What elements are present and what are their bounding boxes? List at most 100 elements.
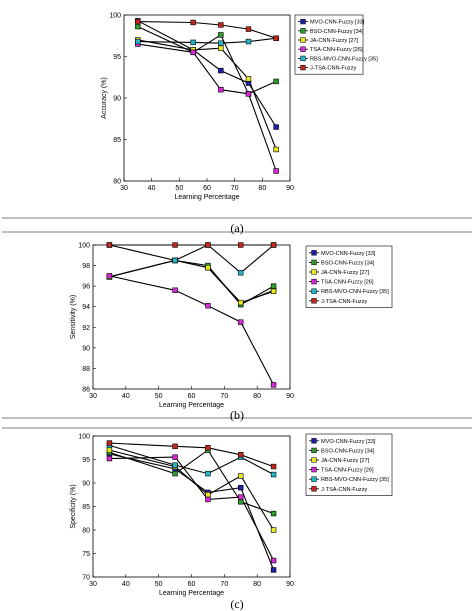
sensitivity-chart-x-tick-label: 80 <box>253 393 261 400</box>
specificity-chart-point-rbs-mvo-cnn-fuzzy-35 <box>205 470 211 477</box>
accuracy-chart-series-line-rbs-mvo-cnn-fuzzy-35 <box>137 37 277 44</box>
specificity-chart-legend-label-j-tsa-cnn-fuzzy: J-TSA-CNN-Fuzzy <box>321 487 368 493</box>
specificity-chart-y-tick-label: 90 <box>82 481 90 488</box>
sensitivity-chart-y-axis-label: Sensitivity (%) <box>70 295 77 339</box>
sensitivity-chart-point-tsa-cnn-fuzzy-26 <box>172 287 178 293</box>
accuracy-chart-x-axis-label: Learning Percentage <box>175 194 240 201</box>
sensitivity-chart-x-tick-label: 40 <box>122 393 130 400</box>
sensitivity-chart-legend <box>305 245 393 308</box>
accuracy-chart-legend-label-j-tsa-cnn-fuzzy: J-TSA-CNN-Fuzzy <box>310 66 357 72</box>
specificity-chart-point-ja-cnn-fuzzy-27 <box>106 447 113 453</box>
sensitivity-chart-legend-swatch-mvo-cnn-fuzzy-33 <box>311 250 317 256</box>
accuracy-chart-legend-label-rbs-mvo-cnn-fuzzy-35: RBS-MVO-CNN-Fuzzy [35] <box>310 56 378 62</box>
sensitivity-chart-x-tick-label: 70 <box>220 393 228 400</box>
specificity-chart-x-tick-label: 30 <box>89 581 97 588</box>
specificity-chart-legend <box>305 433 393 496</box>
specificity-chart-x-tick-label: 50 <box>155 581 163 588</box>
specificity-chart-x-tick-label: 70 <box>220 581 228 588</box>
sensitivity-chart-legend-label-bso-cnn-fuzzy-34: BSO-CNN-Fuzzy [34] <box>321 260 375 266</box>
sensitivity-chart-point-j-tsa-cnn-fuzzy <box>270 242 277 248</box>
specificity-chart-point-ja-cnn-fuzzy-27 <box>205 492 211 498</box>
specificity-chart-point-rbs-mvo-cnn-fuzzy-35 <box>270 471 277 478</box>
accuracy-chart-point-bso-cnn-fuzzy-34 <box>273 78 279 85</box>
specificity-chart-legend-label-bso-cnn-fuzzy-34: BSO-CNN-Fuzzy [34] <box>321 448 375 454</box>
accuracy-chart-y-tick-label: 85 <box>113 137 121 144</box>
accuracy-chart-series-line-tsa-cnn-fuzzy-26 <box>137 43 277 172</box>
specificity-chart-legend-swatch-rbs-mvo-cnn-fuzzy-35 <box>311 476 317 482</box>
sensitivity-chart-x-tick-label: 30 <box>89 393 97 400</box>
specificity-chart-legend-swatch-j-tsa-cnn-fuzzy <box>311 486 317 492</box>
specificity-chart-x-axis-label: Learning Percentage <box>159 590 224 597</box>
accuracy-chart-x-tick-label: 40 <box>148 185 156 192</box>
accuracy-chart-legend <box>294 14 364 75</box>
accuracy-chart-point-ja-cnn-fuzzy-27 <box>218 45 224 51</box>
sensitivity-chart-plot-frame <box>92 244 291 390</box>
specificity-chart-y-tick-label: 85 <box>82 504 90 511</box>
accuracy-chart-x-tick-label: 50 <box>175 185 183 192</box>
accuracy-chart-point-j-tsa-cnn-fuzzy <box>135 18 141 25</box>
accuracy-chart-point-rbs-mvo-cnn-fuzzy-35 <box>245 38 252 45</box>
accuracy-chart-x-tick-label: 30 <box>120 185 128 192</box>
accuracy-chart-legend-swatch-ja-cnn-fuzzy-27 <box>300 37 306 43</box>
specificity-chart-point-j-tsa-cnn-fuzzy <box>270 463 277 470</box>
accuracy-chart-point-j-tsa-cnn-fuzzy <box>273 35 279 41</box>
sensitivity-chart-series-line-rbs-mvo-cnn-fuzzy-35 <box>109 244 274 274</box>
sensitivity-chart-point-rbs-mvo-cnn-fuzzy-35 <box>238 270 244 276</box>
sensitivity-chart-point-ja-cnn-fuzzy-27 <box>238 299 244 306</box>
accuracy-chart-y-axis-label: Accuracy (%) <box>101 77 108 119</box>
specificity-chart-point-tsa-cnn-fuzzy-26 <box>172 454 178 460</box>
sensitivity-chart-point-tsa-cnn-fuzzy-26 <box>205 302 211 309</box>
specificity-chart-point-rbs-mvo-cnn-fuzzy-35 <box>172 462 178 468</box>
specificity-chart-point-mvo-cnn-fuzzy-33 <box>238 484 244 491</box>
specificity-chart-y-tick-label: 70 <box>82 575 90 582</box>
specificity-chart-point-bso-cnn-fuzzy-34 <box>270 510 277 517</box>
specificity-chart-y-tick-label: 100 <box>78 434 90 441</box>
sensitivity-chart-point-j-tsa-cnn-fuzzy <box>205 242 211 248</box>
sensitivity-chart-point-j-tsa-cnn-fuzzy <box>172 242 178 248</box>
accuracy-chart-point-j-tsa-cnn-fuzzy <box>190 19 196 26</box>
specificity-chart-y-tick-label: 95 <box>82 457 90 464</box>
accuracy-chart: 30 40 50 60 70 80 90 80 85 90 95 100 Learning Percen… <box>101 13 378 202</box>
accuracy-chart-point-tsa-cnn-fuzzy-26 <box>245 91 252 97</box>
sensitivity-chart: 30 40 50 60 70 80 90 86 88 90 92 94 96 98 100 Learning … <box>70 242 393 409</box>
specificity-chart-legend-label-ja-cnn-fuzzy-27: JA-CNN-Fuzzy [27] <box>321 458 370 464</box>
accuracy-chart-point-bso-cnn-fuzzy-34 <box>135 23 141 30</box>
sensitivity-chart-point-rbs-mvo-cnn-fuzzy-35 <box>172 257 178 264</box>
sensitivity-chart-y-tick-label: 100 <box>78 243 90 250</box>
specificity-chart-point-ja-cnn-fuzzy-27 <box>238 473 244 479</box>
sensitivity-chart-x-tick-label: 50 <box>155 393 163 400</box>
sensitivity-chart-point-bso-cnn-fuzzy-34 <box>270 283 277 289</box>
accuracy-chart-legend-label-bso-cnn-fuzzy-34: BSO-CNN-Fuzzy [34] <box>310 29 364 35</box>
sensitivity-chart-legend-swatch-rbs-mvo-cnn-fuzzy-35 <box>311 288 317 294</box>
sensitivity-chart-x-tick-label: 60 <box>188 393 196 400</box>
sensitivity-chart-legend-label-j-tsa-cnn-fuzzy: J-TSA-CNN-Fuzzy <box>321 299 368 305</box>
accuracy-chart-point-rbs-mvo-cnn-fuzzy-35 <box>218 40 224 46</box>
accuracy-chart-legend-swatch-mvo-cnn-fuzzy-33 <box>300 18 306 25</box>
caption-a: (a) <box>230 221 243 235</box>
sensitivity-chart-point-tsa-cnn-fuzzy-26 <box>270 382 277 388</box>
sensitivity-chart-x-tick-label: 90 <box>286 393 294 400</box>
specificity-chart-point-j-tsa-cnn-fuzzy <box>238 452 244 458</box>
accuracy-chart-point-j-tsa-cnn-fuzzy <box>245 26 252 32</box>
specificity-chart-point-tsa-cnn-fuzzy-26 <box>270 557 277 564</box>
sensitivity-chart-y-tick-label: 86 <box>82 387 90 394</box>
caption-b: (b) <box>230 408 244 422</box>
sensitivity-chart-y-tick-label: 94 <box>82 304 90 311</box>
accuracy-chart-point-j-tsa-cnn-fuzzy <box>218 22 224 28</box>
sensitivity-chart-legend-swatch-ja-cnn-fuzzy-27 <box>311 269 317 275</box>
sensitivity-chart-point-tsa-cnn-fuzzy-26 <box>106 273 113 279</box>
accuracy-chart-legend-label-mvo-cnn-fuzzy-33: MVO-CNN-Fuzzy [33] <box>310 20 365 26</box>
accuracy-chart-y-tick-label: 95 <box>113 54 121 61</box>
specificity-chart-legend-swatch-bso-cnn-fuzzy-34 <box>311 447 317 454</box>
specificity-chart-legend-swatch-mvo-cnn-fuzzy-33 <box>311 438 317 444</box>
accuracy-chart-legend-label-ja-cnn-fuzzy-27: JA-CNN-Fuzzy [27] <box>310 38 359 44</box>
accuracy-chart-legend-swatch-rbs-mvo-cnn-fuzzy-35 <box>300 55 306 62</box>
specificity-chart-point-tsa-cnn-fuzzy-26 <box>238 494 244 500</box>
accuracy-chart-x-tick-label: 90 <box>286 185 294 192</box>
specificity-chart-point-j-tsa-cnn-fuzzy <box>106 440 113 446</box>
caption-c: (c) <box>230 597 243 611</box>
specificity-chart-legend-label-rbs-mvo-cnn-fuzzy-35: RBS-MVO-CNN-Fuzzy [35] <box>321 477 389 483</box>
specificity-chart-point-j-tsa-cnn-fuzzy <box>172 443 178 450</box>
sensitivity-chart-legend-label-mvo-cnn-fuzzy-33: MVO-CNN-Fuzzy [33] <box>321 251 376 257</box>
